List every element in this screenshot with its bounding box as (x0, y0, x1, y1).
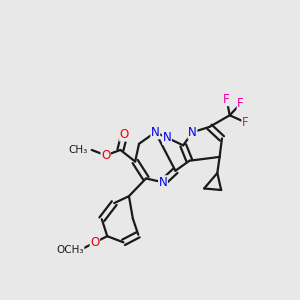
Text: N: N (159, 176, 167, 189)
Text: F: F (242, 116, 248, 129)
Text: OCH₃: OCH₃ (56, 245, 84, 255)
Text: F: F (237, 97, 244, 110)
Text: F: F (223, 93, 230, 106)
Text: N: N (188, 126, 197, 139)
Text: O: O (120, 128, 129, 141)
Text: O: O (101, 149, 110, 162)
Text: N: N (163, 131, 171, 144)
Text: N: N (151, 126, 160, 139)
Text: CH₃: CH₃ (68, 145, 87, 155)
Text: O: O (90, 236, 100, 249)
